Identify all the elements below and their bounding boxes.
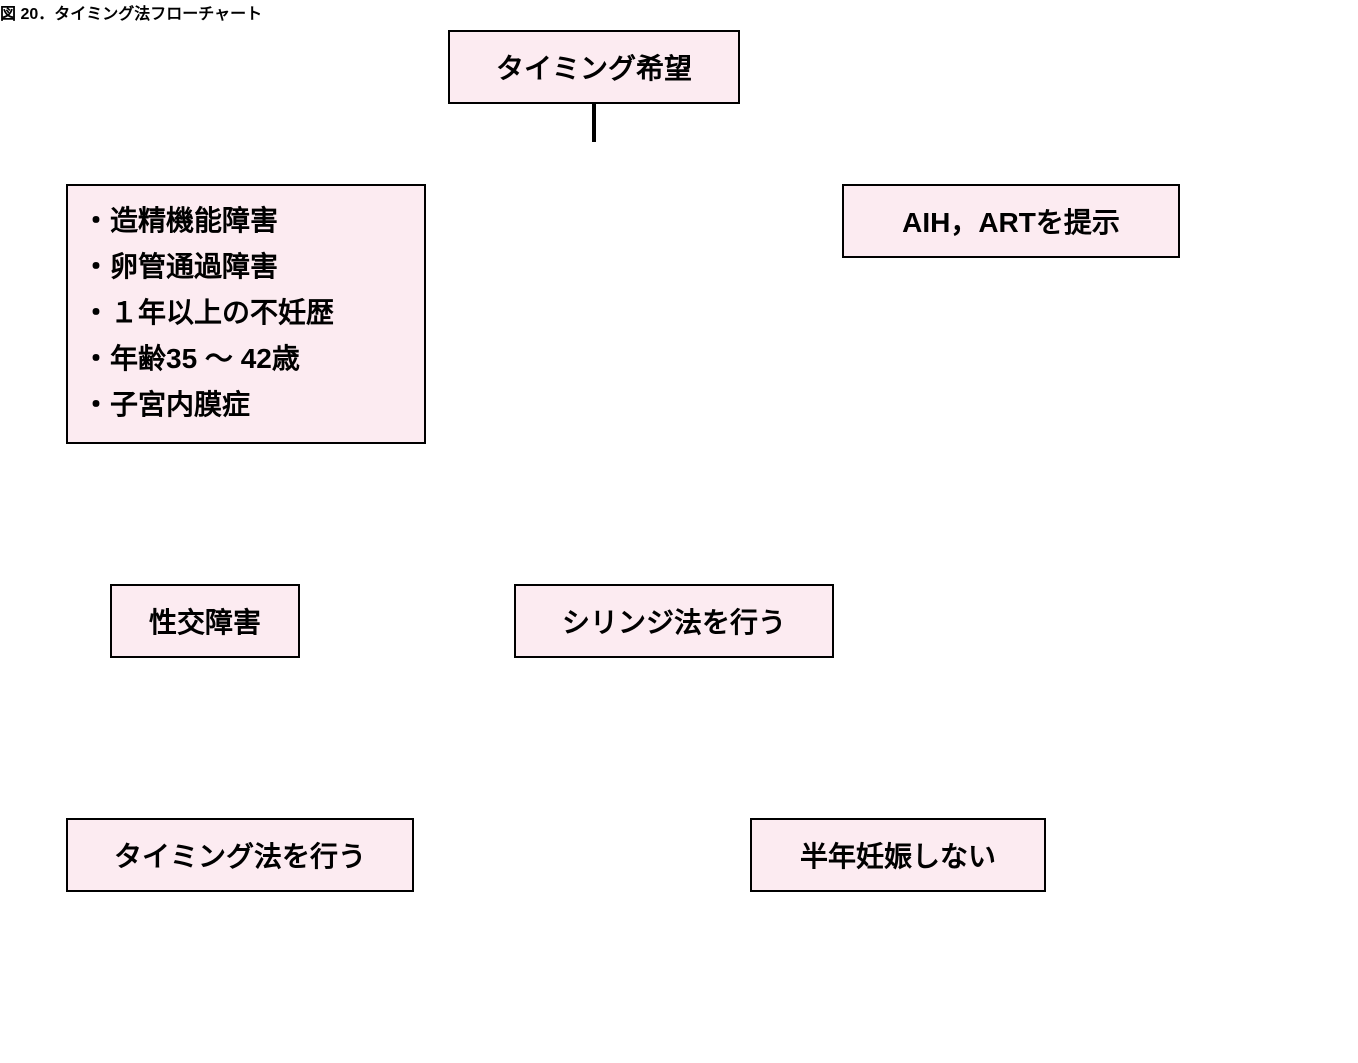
node-label: タイミング希望 xyxy=(496,47,692,87)
flowchart-arrows xyxy=(0,0,1358,1063)
flowchart-canvas: タイミング希望 ・造精機能障害・卵管通過障害・１年以上の不妊歴・年齢35 〜 4… xyxy=(0,0,1358,1063)
node-intercourse-problem: 性交障害 xyxy=(110,584,300,658)
node-half-year: 半年妊娠しない xyxy=(750,818,1046,892)
node-timing-method: タイミング法を行う xyxy=(66,818,414,892)
criteria-line: ・造精機能障害 xyxy=(82,198,334,244)
node-aih-art: AIH，ARTを提示 xyxy=(842,184,1180,258)
node-lines: ・造精機能障害・卵管通過障害・１年以上の不妊歴・年齢35 〜 42歳・子宮内膜症 xyxy=(82,198,334,428)
node-label: タイミング法を行う xyxy=(114,835,366,875)
node-label: AIH，ARTを提示 xyxy=(902,201,1120,241)
caption-text: 図 20．タイミング法フローチャート xyxy=(0,6,262,23)
criteria-line: ・子宮内膜症 xyxy=(82,382,334,428)
node-label: 半年妊娠しない xyxy=(800,835,996,875)
node-criteria-list: ・造精機能障害・卵管通過障害・１年以上の不妊歴・年齢35 〜 42歳・子宮内膜症 xyxy=(66,184,426,444)
node-timing-wish: タイミング希望 xyxy=(448,30,740,104)
criteria-line: ・卵管通過障害 xyxy=(82,244,334,290)
node-label: シリンジ法を行う xyxy=(562,601,786,641)
node-syringe-method: シリンジ法を行う xyxy=(514,584,834,658)
figure-caption: 図 20．タイミング法フローチャート xyxy=(0,0,262,24)
node-label: 性交障害 xyxy=(149,601,261,641)
criteria-line: ・年齢35 〜 42歳 xyxy=(82,336,334,382)
criteria-line: ・１年以上の不妊歴 xyxy=(82,290,334,336)
